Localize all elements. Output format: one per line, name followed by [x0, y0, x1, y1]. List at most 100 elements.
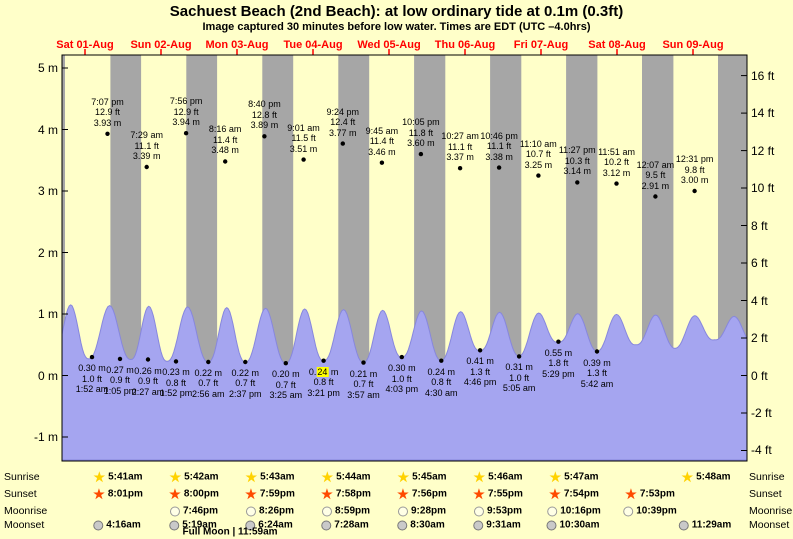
astro-time: 10:39pm: [636, 505, 677, 517]
astro-time: 8:59pm: [334, 505, 371, 517]
sunrise-star-icon: ★: [169, 469, 182, 485]
high-tide-annotation: 7:29 am 11.1 ft 3.39 m: [130, 130, 163, 161]
high-tide-annotation: 8:16 am 11.4 ft 3.48 m: [208, 124, 242, 156]
low-tide-dot: [321, 358, 326, 363]
moonrise-disc-icon: [245, 506, 256, 516]
moonrise-disc-icon: [473, 506, 484, 516]
axis-label-meters: 3 m: [37, 184, 58, 198]
moonset-disc-icon: [397, 520, 408, 530]
low-tide-dot: [206, 359, 211, 365]
high-tide-dot: [575, 180, 580, 185]
low-tide-dot: [594, 349, 600, 354]
astro-time: 10:16pm: [560, 505, 601, 517]
moonset-disc-icon: [321, 520, 332, 530]
high-tide-annotation: 10:05 pm 11.8 ft 3.60 m: [402, 117, 440, 149]
low-tide-annotation: 0.41 m 1.3 ft 4:46 pm: [463, 356, 497, 388]
low-tide-annotation: 0.20 m 0.7 ft 3:25 am: [269, 369, 303, 401]
low-tide-annotation: 0.27 m 0.9 ft 1:05 pm: [103, 364, 137, 396]
astro-row-label-left: Moonrise: [4, 505, 48, 517]
high-tide-annotation: 12:07 am 9.5 ft 2.91 m: [636, 159, 675, 191]
astro-time: 7:54pm: [563, 488, 599, 500]
low-tide-annotation: 0.39 m 1.3 ft 5:42 am: [580, 357, 614, 389]
astro-row-label-right: Sunset: [749, 488, 782, 500]
low-tide-dot: [173, 359, 179, 364]
moonset-disc-icon: [245, 520, 256, 530]
sunrise-star-icon: ★: [681, 469, 694, 485]
astro-time: 5:44am: [336, 471, 371, 483]
high-tide-annotation: 10:46 pm 11.1 ft 3.38 m: [480, 130, 518, 162]
astro-row-label-right: Moonrise: [749, 505, 793, 517]
astro-time: 7:58pm: [335, 488, 371, 500]
high-tide-dot: [340, 141, 345, 146]
high-tide-dot: [223, 159, 228, 164]
low-tide-annotation: 0.24 m 0.8 ft 3:21 pm: [307, 366, 340, 398]
high-tide-dot: [144, 164, 149, 170]
astro-time: 7:53pm: [639, 488, 675, 500]
low-tide-dot: [439, 358, 444, 363]
astro-entry: 4:16am: [93, 519, 141, 531]
high-tide-dot: [614, 181, 619, 186]
astro-time: 5:41am: [108, 471, 143, 483]
astro-entry: ★ 8:01pm: [93, 488, 143, 501]
sunset-star-icon: ★: [549, 486, 561, 502]
axis-label-feet: 0 ft: [751, 368, 768, 383]
high-tide-dot: [536, 173, 541, 178]
plot-border: [61, 54, 748, 462]
astro-entry: ★ 5:48am: [681, 471, 730, 484]
day-label: Sun 02-Aug: [130, 39, 192, 51]
low-tide-dot: [117, 356, 123, 362]
astro-time: 5:42am: [184, 471, 219, 483]
low-tide-dot: [361, 360, 366, 365]
moonrise-disc-icon: [547, 506, 558, 516]
astro-entry: ★ 7:59pm: [245, 488, 295, 501]
axis-label-meters: -1 m: [34, 430, 58, 444]
astro-time: 5:48am: [696, 471, 731, 483]
astro-entry: 6:24am: [245, 519, 293, 531]
astro-entry: ★ 5:42am: [169, 471, 218, 484]
astro-time: 6:24am: [258, 519, 293, 531]
astro-entry: ★ 8:00pm: [169, 488, 219, 501]
astro-entry: 10:16pm: [547, 506, 601, 517]
axis-label-feet: 16 ft: [751, 68, 775, 83]
astro-entry: ★ 5:41am: [93, 471, 142, 484]
high-tide-dot: [692, 188, 697, 194]
sunset-star-icon: ★: [625, 486, 637, 502]
astro-entry: 8:59pm: [321, 505, 371, 517]
astro-entry: 10:30am: [546, 520, 600, 531]
astro-entry: ★ 5:44am: [321, 471, 370, 484]
sunset-star-icon: ★: [245, 486, 257, 502]
astro-entry: ★ 7:55pm: [473, 488, 523, 501]
day-label: Thu 06-Aug: [434, 39, 496, 51]
low-tide-dot: [477, 348, 483, 353]
chart-subtitle: Image captured 30 minutes before low wat…: [202, 21, 591, 33]
astro-time: 9:31am: [486, 519, 521, 531]
sunrise-star-icon: ★: [245, 469, 258, 485]
astro-time: 5:45am: [412, 471, 447, 483]
axis-label-meters: 2 m: [37, 245, 58, 260]
day-label: Fri 07-Aug: [513, 39, 569, 51]
axis-label-meters: 1 m: [37, 307, 58, 321]
astro-entry: 10:39pm: [623, 506, 677, 517]
astro-time: 7:46pm: [182, 505, 219, 517]
sunset-star-icon: ★: [397, 486, 409, 502]
low-tide-annotation: 0.30 m 1.0 ft 4:03 pm: [385, 363, 419, 395]
low-tide-annotation: 0.30 m 1.0 ft 1:52 am: [75, 363, 109, 395]
astro-entry: 7:28am: [321, 520, 369, 531]
low-tide-annotation: 0.55 m 1.8 ft 5:29 pm: [542, 347, 575, 379]
moonset-disc-icon: [678, 520, 689, 530]
astro-time: 4:16am: [106, 519, 141, 531]
astro-entry: 5:19am: [169, 520, 217, 531]
astro-row-label-right: Sunrise: [749, 471, 785, 483]
axis-label-meters: 0 m: [37, 368, 58, 383]
high-tide-annotation: 9:01 am 11.5 ft 3.51 m: [287, 122, 320, 154]
low-tide-dot: [399, 354, 404, 360]
high-tide-annotation: 10:27 am 11.1 ft 3.37 m: [441, 131, 479, 163]
high-tide-annotation: 7:56 pm 12.9 ft 3.94 m: [169, 96, 203, 128]
astro-entry: 7:46pm: [169, 505, 219, 517]
astro-time: 5:46am: [488, 471, 523, 483]
astro-time: 9:28pm: [410, 505, 447, 517]
high-tide-dot: [379, 160, 385, 165]
low-tide-dot: [516, 354, 522, 359]
axis-label-meters: 5 m: [37, 61, 58, 75]
